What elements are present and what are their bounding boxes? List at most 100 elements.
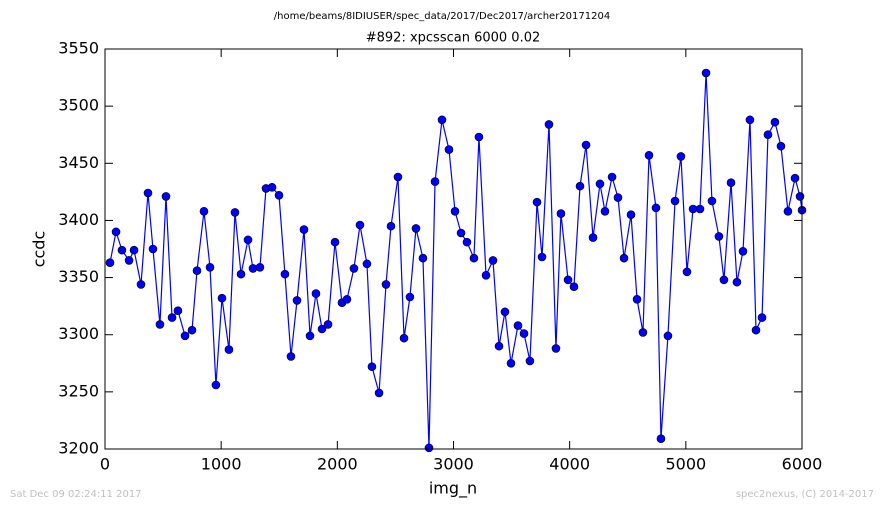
- data-point: [374, 388, 384, 398]
- data-point: [575, 181, 585, 191]
- data-point: [243, 235, 253, 245]
- data-point: [783, 206, 793, 216]
- data-point: [155, 320, 165, 329]
- data-point: [632, 294, 642, 304]
- data-point: [525, 356, 535, 366]
- data-point: [167, 313, 177, 322]
- data-point: [230, 208, 240, 217]
- data-point: [556, 209, 566, 218]
- data-point: [187, 325, 197, 335]
- data-point: [513, 321, 523, 330]
- data-point: [732, 277, 742, 287]
- data-point: [367, 362, 377, 372]
- data-point: [280, 269, 290, 279]
- y-tick-label: 3200: [58, 439, 99, 458]
- footer-left: Sat Dec 09 02:24:11 2017: [10, 489, 142, 500]
- data-point: [644, 150, 654, 160]
- data-point: [726, 178, 736, 188]
- data-point: [776, 141, 786, 151]
- y-tick-label: 3550: [58, 39, 99, 58]
- data-point: [317, 324, 327, 334]
- data-point: [790, 173, 800, 183]
- data-point: [173, 306, 183, 316]
- data-point: [757, 313, 767, 322]
- data-point: [248, 264, 258, 273]
- data-point: [607, 172, 617, 182]
- data-point: [488, 256, 498, 265]
- data-point: [381, 280, 391, 289]
- data-point: [418, 253, 428, 263]
- data-point: [600, 206, 610, 216]
- data-point: [305, 331, 315, 341]
- chart-title: #892: xpcsscan 6000 0.02: [366, 31, 541, 46]
- data-point: [795, 192, 805, 201]
- data-point: [663, 331, 673, 341]
- data-point: [405, 292, 415, 302]
- plot-area: [105, 49, 802, 449]
- data-point: [161, 192, 171, 201]
- x-tick-label: 3000: [433, 455, 474, 474]
- data-point: [192, 266, 202, 276]
- data-point: [205, 262, 215, 272]
- data-point: [481, 270, 491, 280]
- data-point: [111, 227, 121, 237]
- data-point: [292, 296, 302, 305]
- data-point: [399, 333, 409, 343]
- data-point: [551, 344, 561, 353]
- data-point: [745, 115, 755, 125]
- data-point: [474, 132, 484, 142]
- data-point: [105, 258, 115, 268]
- data-point: [430, 177, 440, 186]
- data-point: [763, 130, 773, 140]
- data-point: [217, 293, 227, 303]
- data-point: [355, 220, 365, 230]
- y-tick-label: 3500: [58, 96, 99, 115]
- data-point: [588, 233, 598, 242]
- data-point: [199, 206, 209, 216]
- data-point: [117, 245, 127, 255]
- data-point: [342, 294, 352, 304]
- data-point: [148, 244, 158, 254]
- data-point: [462, 237, 472, 247]
- x-tick-label: 4000: [549, 455, 590, 474]
- data-point: [613, 193, 623, 202]
- plot-frame: [104, 48, 803, 450]
- data-point: [330, 237, 340, 247]
- data-point: [136, 280, 146, 289]
- data-point: [569, 282, 579, 292]
- data-point: [770, 117, 780, 127]
- data-point: [670, 196, 680, 206]
- x-axis-label: img_n: [429, 479, 477, 499]
- data-point: [386, 221, 396, 231]
- data-point: [450, 206, 460, 216]
- data-point: [701, 68, 711, 78]
- data-point: [323, 320, 333, 329]
- data-point: [581, 140, 591, 150]
- data-point: [656, 434, 666, 444]
- data-point: [129, 245, 139, 255]
- data-point: [682, 267, 692, 277]
- data-point: [255, 262, 265, 272]
- data-point: [494, 341, 504, 351]
- x-tick-label: 1000: [201, 455, 242, 474]
- data-point: [537, 252, 547, 262]
- data-point: [211, 380, 221, 390]
- data-point: [519, 329, 529, 338]
- data-point: [424, 443, 434, 453]
- data-point: [651, 203, 661, 213]
- data-point: [695, 204, 705, 214]
- data-point: [506, 358, 516, 368]
- y-tick-label: 3250: [58, 381, 99, 400]
- data-point: [719, 275, 729, 285]
- data-point: [267, 182, 277, 192]
- data-point: [544, 120, 554, 129]
- suptitle: /home/beams/8IDIUSER/spec_data/2017/Dec2…: [274, 11, 610, 22]
- y-axis-label: ccdc: [30, 231, 49, 268]
- data-point: [180, 331, 190, 341]
- data-point: [411, 224, 421, 233]
- x-tick-label: 2000: [317, 455, 358, 474]
- data-point: [676, 152, 686, 161]
- data-point: [626, 210, 636, 220]
